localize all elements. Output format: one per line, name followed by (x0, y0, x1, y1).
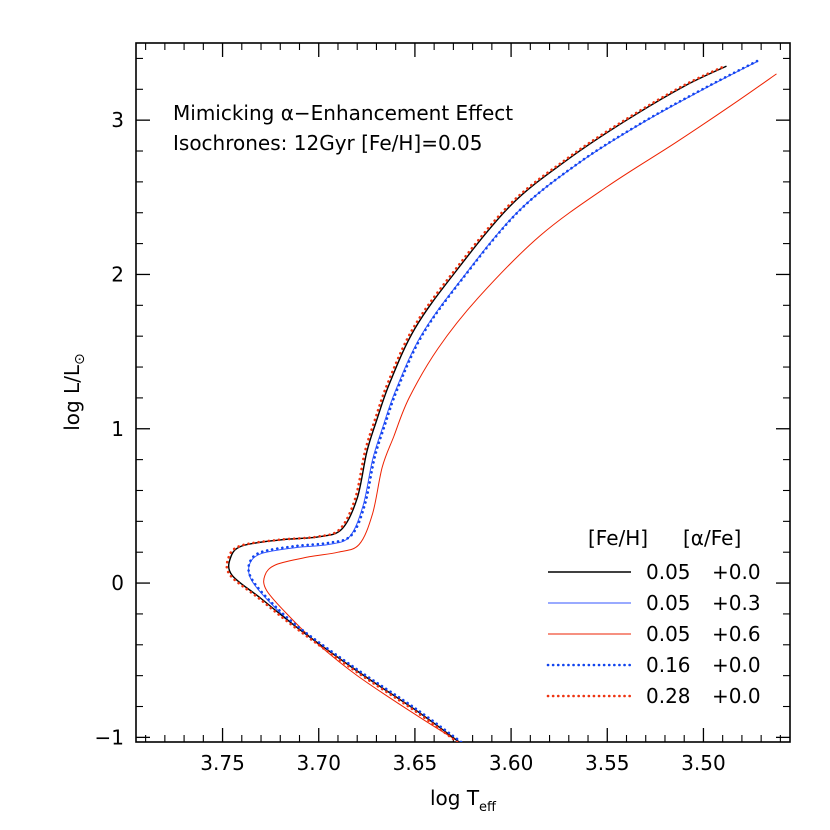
y-axis-label: log L/L⊙ (60, 353, 88, 431)
legend-afe-2: +0.6 (712, 622, 761, 646)
axis-ticks (136, 43, 790, 742)
annotation-title: Mimicking α−Enhancement Effect (173, 101, 513, 125)
legend-feh-0: 0.05 (646, 560, 691, 584)
x-tick-label: 3.65 (393, 751, 438, 775)
legend-afe-4: +0.0 (712, 684, 761, 708)
legend-feh-2: 0.05 (646, 622, 691, 646)
legend-afe-0: +0.0 (712, 560, 761, 584)
plot-frame (135, 42, 791, 743)
annotation-subtitle: Isochrones: 12Gyr [Fe/H]=0.05 (173, 131, 483, 155)
y-axis-label-main: log L/L (60, 364, 84, 431)
x-tick-label: 3.50 (681, 751, 726, 775)
y-tick-label: 0 (111, 571, 124, 595)
legend-header-feh: [Fe/H] (588, 526, 648, 550)
x-axis-label-main: log T (430, 786, 480, 810)
series-line-2 (263, 73, 777, 742)
y-tick-label: 3 (111, 108, 124, 132)
legend-feh-3: 0.16 (646, 653, 691, 677)
legend-afe-3: +0.0 (712, 653, 761, 677)
x-tick-label: 3.60 (489, 751, 534, 775)
legend: [Fe/H] [α/Fe] 0.05 +0.0 0.05 +0.3 0.05 +0.6 0.… (546, 526, 761, 708)
legend-afe-1: +0.3 (712, 591, 761, 615)
x-tick-label: 3.70 (296, 751, 341, 775)
legend-feh-4: 0.28 (646, 684, 691, 708)
series-line-0 (227, 65, 727, 742)
y-tick-label: 2 (111, 262, 124, 286)
x-axis-label-sub: eff (479, 800, 497, 815)
y-tick-label: 1 (111, 417, 124, 441)
x-axis-label: log Teff (430, 786, 497, 815)
legend-header-afe: [α/Fe] (683, 526, 741, 550)
legend-feh-1: 0.05 (646, 591, 691, 615)
series-line-4 (225, 64, 726, 742)
axis-tick-labels: 3.75 3.70 3.65 3.60 3.55 3.50 −1 0 1 2 3 (95, 108, 726, 775)
y-tick-label: −1 (95, 725, 124, 749)
x-tick-label: 3.55 (585, 751, 630, 775)
x-tick-label: 3.75 (200, 751, 245, 775)
y-axis-label-sub: ⊙ (72, 353, 88, 365)
isochrone-curves (225, 58, 777, 742)
